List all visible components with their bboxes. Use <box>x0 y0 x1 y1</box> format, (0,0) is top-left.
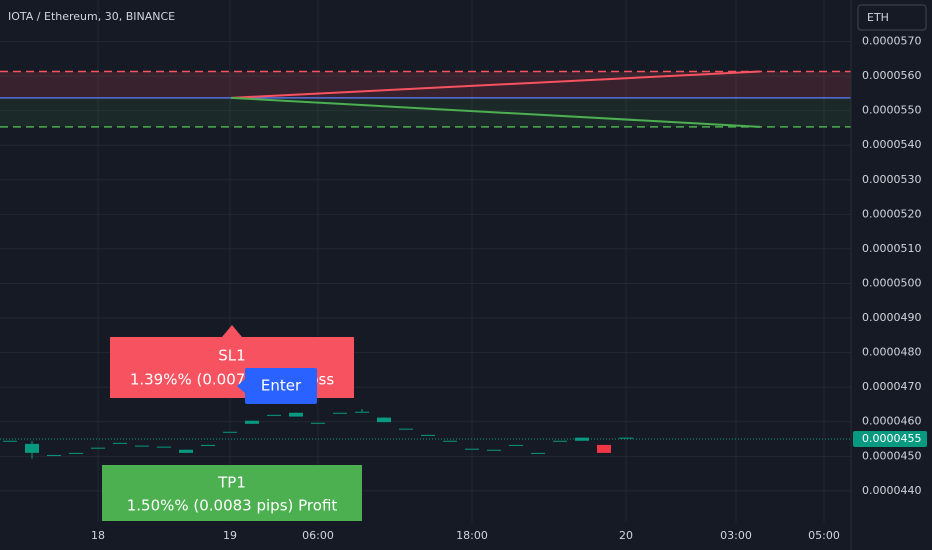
candle-body <box>113 442 127 444</box>
candle-body <box>245 420 259 424</box>
candle-body <box>333 412 347 414</box>
y-tick-label: 0.0000490 <box>862 311 922 324</box>
x-tick-label: 03:00 <box>720 529 752 542</box>
candle-body <box>91 447 105 449</box>
candle-body <box>69 452 83 454</box>
candle-body <box>487 449 501 451</box>
x-tick-label: 05:00 <box>808 529 840 542</box>
y-tick-label: 0.0000450 <box>862 449 922 462</box>
candle-body <box>553 440 567 442</box>
y-tick-label: 0.0000570 <box>862 34 922 47</box>
x-tick-label: 18:00 <box>456 529 488 542</box>
candle-body <box>377 417 391 423</box>
y-tick-label: 0.0000500 <box>862 276 922 289</box>
x-tick-label: 19 <box>223 529 237 542</box>
candle-body <box>157 446 171 448</box>
y-tick-label: 0.0000560 <box>862 69 922 82</box>
target-path <box>230 96 761 128</box>
x-tick-label: 18 <box>91 529 105 542</box>
candle-body <box>201 444 215 446</box>
target-zone <box>0 97 851 127</box>
y-tick-label: 0.0000470 <box>862 380 922 393</box>
candle-body <box>421 434 435 436</box>
stop-path <box>230 70 761 99</box>
candle-body <box>575 437 589 441</box>
candle-body <box>597 444 611 453</box>
candle-body <box>531 452 545 454</box>
candle-body <box>619 437 633 439</box>
candle-body <box>399 428 413 430</box>
candle-body <box>267 414 281 416</box>
y-tick-label: 0.0000540 <box>862 138 922 151</box>
last-price-box <box>853 431 927 448</box>
y-tick-label: 0.0000510 <box>862 242 922 255</box>
stop-box-arrow <box>222 325 242 337</box>
y-tick-label: 0.0000520 <box>862 207 922 220</box>
last-price-label: 0.0000455 <box>862 432 922 445</box>
target-title: TP1 <box>217 474 246 492</box>
entry-box <box>245 368 317 404</box>
y-tick-label: 0.0000440 <box>862 484 922 497</box>
y-tick-label: 0.0000460 <box>862 415 922 428</box>
y-tick-label: 0.0000550 <box>862 104 922 117</box>
stop-title: SL1 <box>218 347 245 365</box>
candle-body <box>443 440 457 442</box>
entry-label: Enter <box>261 377 302 395</box>
target-box <box>102 465 362 521</box>
stop-zone <box>0 71 851 98</box>
y-tick-label: 0.0000530 <box>862 173 922 186</box>
candle-body <box>47 454 61 456</box>
candle-body <box>3 440 17 442</box>
candle-body <box>355 411 369 413</box>
candle-body <box>25 443 39 453</box>
candle-body <box>223 431 237 433</box>
x-tick-label: 06:00 <box>302 529 334 542</box>
x-tick-label: 20 <box>619 529 633 542</box>
y-tick-label: 0.0000480 <box>862 346 922 359</box>
candle-body <box>509 444 523 446</box>
entry-box-arrow <box>237 379 245 393</box>
candle-body <box>465 448 479 450</box>
currency-label[interactable]: ETH <box>867 11 889 24</box>
chart-title: IOTA / Ethereum, 30, BINANCE <box>8 10 175 23</box>
currency-button[interactable] <box>857 4 927 31</box>
candle-body <box>311 422 325 424</box>
candle-body <box>289 412 303 417</box>
candle-body <box>135 445 149 447</box>
target-text: 1.50%% (0.0083 pips) Profit <box>127 497 338 515</box>
candle-body <box>179 449 193 453</box>
